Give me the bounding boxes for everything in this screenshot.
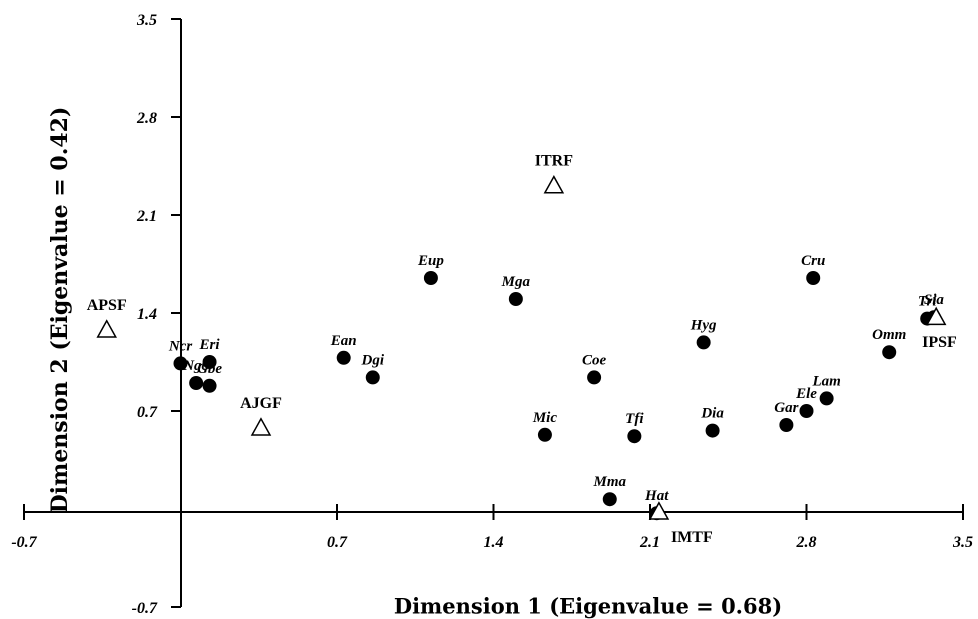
point-label-ele: Ele — [795, 386, 817, 402]
y-ticks: -0.7 0.7 1.4 2.1 2.8 3.5 — [132, 12, 181, 617]
y-tick-label: -0.7 — [132, 600, 158, 617]
x-tick-label: 0.7 — [327, 534, 348, 551]
x-tick-label: 2.1 — [639, 534, 660, 551]
point-eup — [423, 271, 438, 285]
point-label-sia: Sia — [924, 292, 945, 308]
point-omm — [882, 345, 897, 360]
point-label-ngo: Ngo — [182, 358, 209, 374]
site-marker-apsf — [96, 319, 117, 338]
point-label-mic: Mic — [532, 410, 558, 426]
data-points — [96, 175, 947, 521]
point-ean — [336, 350, 351, 365]
point-mic — [537, 427, 552, 442]
point-label-tfi: Tfi — [625, 411, 644, 427]
y-tick-label: 0.7 — [137, 404, 158, 421]
point-label-omm: Omm — [872, 327, 906, 343]
site-label-ipsf: IPSF — [922, 334, 957, 351]
point-ncr — [173, 356, 188, 371]
site-marker-ajgf — [250, 417, 272, 436]
point-label-eup: Eup — [417, 253, 444, 269]
site-marker-imtf — [648, 501, 670, 520]
point-label-dgi: Dgi — [361, 352, 385, 368]
point-label-ean: Ean — [330, 333, 357, 349]
point-label-gar: Gar — [774, 400, 798, 416]
point-coe — [587, 370, 602, 385]
point-tfi — [627, 429, 642, 444]
point-ele — [799, 404, 814, 418]
site-marker-itrf — [543, 175, 565, 194]
point-lam — [819, 391, 834, 406]
point-hyg — [696, 335, 711, 350]
point-label-gbe: Gbe — [197, 361, 222, 377]
y-tick-label: 3.5 — [136, 12, 157, 29]
x-tick-label: -0.7 — [11, 534, 37, 551]
point-label-eri: Eri — [199, 337, 221, 353]
point-label-lam: Lam — [811, 373, 840, 389]
point-label-cru: Cru — [801, 253, 825, 269]
y-tick-label: 2.1 — [136, 208, 157, 225]
site-label-ajgf: AJGF — [240, 395, 282, 412]
point-gbe — [202, 378, 217, 393]
point-gar — [779, 418, 794, 432]
y-tick-label: 1.4 — [137, 306, 157, 323]
site-label-apsf: APSF — [87, 297, 127, 314]
point-eri — [202, 355, 217, 369]
point-label-hat: Hat — [644, 488, 669, 504]
y-tick-label: 2.8 — [136, 110, 157, 127]
point-label-hyg: Hyg — [690, 317, 717, 333]
point-mga — [508, 292, 523, 306]
point-label-tri: Tri — [918, 294, 937, 310]
x-ticks: -0.7 0.7 1.4 2.1 2.8 3.5 — [11, 504, 973, 551]
site-label-itrf: ITRF — [535, 153, 573, 170]
x-axis-title: Dimension 1 (Eigenvalue = 0.68) — [393, 593, 783, 619]
x-tick-label: 2.8 — [796, 534, 817, 551]
point-label-mga: Mga — [501, 274, 531, 290]
x-tick-label: 3.5 — [952, 534, 973, 551]
point-ngo — [189, 376, 204, 390]
point-dia — [705, 423, 720, 438]
point-label-mma: Mma — [592, 474, 626, 490]
point-label-dia: Dia — [700, 406, 724, 422]
point-label-coe: Coe — [582, 352, 607, 368]
y-axis-title: Dimension 2 (Eigenvalue = 0.42) — [47, 106, 73, 514]
point-mma — [602, 492, 617, 507]
site-label-imtf: IMTF — [671, 529, 713, 546]
point-cru — [806, 271, 821, 285]
x-tick-label: 1.4 — [484, 534, 504, 551]
site-marker-ipsf — [925, 306, 947, 326]
point-dgi — [365, 370, 380, 385]
point-label-ncr: Ncr — [168, 338, 192, 354]
